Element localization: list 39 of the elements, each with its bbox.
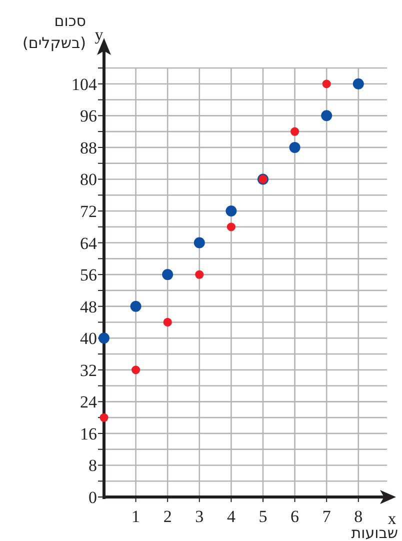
y-tick-label: 88	[80, 138, 97, 158]
y-tick-label: 8	[88, 456, 97, 476]
point	[100, 413, 108, 422]
y-tick-label: 56	[80, 266, 97, 285]
y-tick-label: 24	[80, 392, 98, 412]
y-tick-label: 0	[88, 488, 97, 507]
y-tick-label: 32	[80, 360, 97, 380]
point	[352, 78, 364, 90]
x-tick-label: 3	[195, 507, 204, 526]
point	[226, 206, 237, 216]
y-tick-label: 64	[80, 234, 98, 253]
point	[132, 366, 140, 374]
point	[194, 237, 205, 248]
point	[322, 80, 331, 88]
x-tick-label: 1	[132, 507, 140, 526]
y-tick-label: 104	[72, 74, 98, 94]
point	[226, 222, 236, 232]
x-tick-label: 6	[290, 507, 300, 526]
x-tick-label: 4	[226, 507, 236, 526]
point	[321, 110, 332, 122]
point	[195, 270, 204, 279]
text: y	[94, 25, 104, 44]
y-tick-label: 96	[80, 106, 97, 126]
y-tick-label: 48	[80, 297, 97, 316]
point	[98, 332, 110, 344]
y-axis-title: סכום (בשקלים)	[22, 12, 86, 52]
y-tick-label: 80	[80, 170, 97, 190]
y-tick-label: 16	[80, 424, 97, 444]
x-tick-label: 5	[258, 507, 268, 526]
y-tick-label: 72	[80, 202, 97, 221]
x-tick-label: 7	[322, 507, 332, 526]
y-tick-label: 40	[80, 329, 97, 348]
point	[162, 269, 174, 280]
point	[163, 318, 172, 327]
point	[289, 142, 300, 153]
point	[130, 300, 142, 312]
x-tick-label: 8	[354, 507, 363, 526]
x-tick-label: 2	[163, 507, 172, 526]
point	[290, 127, 300, 136]
